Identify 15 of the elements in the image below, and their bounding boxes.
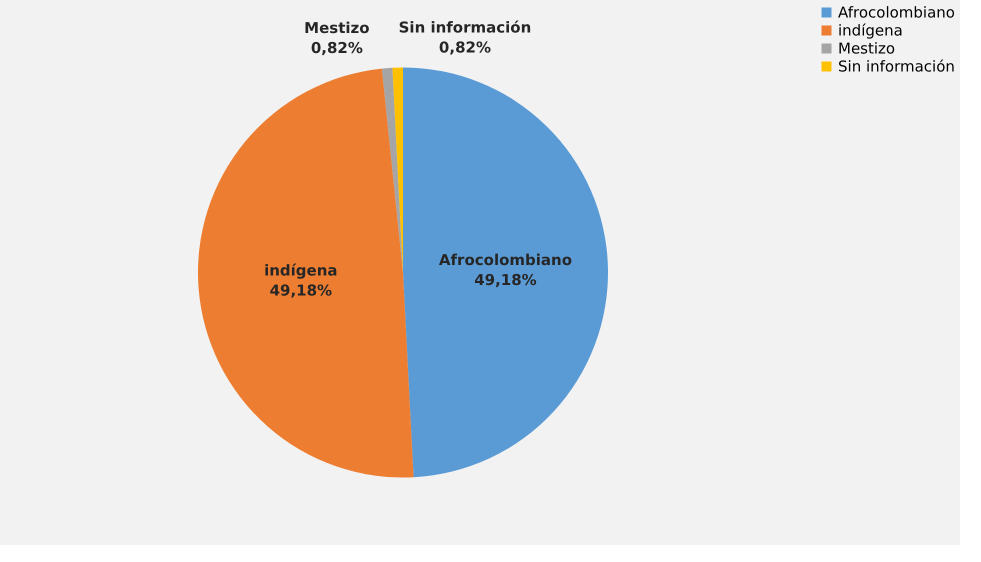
legend-label: Sin información bbox=[838, 58, 955, 76]
data-label: 0,82% bbox=[310, 39, 363, 58]
data-label: 49,18% bbox=[270, 281, 332, 300]
legend-label: Mestizo bbox=[838, 40, 896, 58]
slice-label: Afrocolombiano bbox=[438, 250, 572, 269]
pie-slice bbox=[382, 68, 403, 272]
data-label: 0,82% bbox=[438, 38, 491, 57]
pie-slice bbox=[198, 68, 414, 478]
slice-label: indígena bbox=[264, 261, 338, 280]
legend-label: Afrocolombiano bbox=[838, 4, 955, 22]
legend-label: indígena bbox=[838, 22, 903, 40]
pie-slice bbox=[403, 68, 608, 478]
slice-label: Sin información bbox=[398, 18, 532, 37]
slice-label: Mestizo bbox=[304, 19, 370, 38]
data-label: 49,18% bbox=[474, 270, 537, 289]
